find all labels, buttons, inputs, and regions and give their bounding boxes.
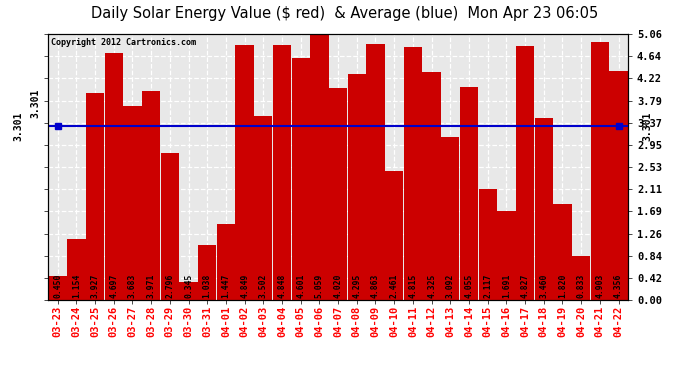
Bar xyxy=(478,189,497,300)
Text: 3.301: 3.301 xyxy=(14,112,23,141)
Bar xyxy=(366,44,384,300)
Text: 4.815: 4.815 xyxy=(408,274,417,298)
Text: 1.038: 1.038 xyxy=(203,274,212,298)
Text: 3.971: 3.971 xyxy=(147,274,156,298)
Bar xyxy=(161,153,179,300)
Text: 4.903: 4.903 xyxy=(595,274,604,298)
Bar xyxy=(572,256,591,300)
Bar xyxy=(609,71,628,300)
Text: 4.849: 4.849 xyxy=(240,274,249,298)
Text: 4.827: 4.827 xyxy=(520,274,529,298)
Text: Copyright 2012 Cartronics.com: Copyright 2012 Cartronics.com xyxy=(51,38,196,47)
Bar xyxy=(348,74,366,300)
Bar xyxy=(67,239,86,300)
Text: 4.697: 4.697 xyxy=(109,274,118,298)
Text: 3.301: 3.301 xyxy=(30,89,40,118)
Text: 3.927: 3.927 xyxy=(90,274,99,298)
Bar xyxy=(460,87,478,300)
Text: 0.345: 0.345 xyxy=(184,274,193,298)
Bar xyxy=(310,34,328,300)
Text: 4.020: 4.020 xyxy=(333,274,343,298)
Text: 4.601: 4.601 xyxy=(296,274,305,298)
Text: 1.691: 1.691 xyxy=(502,274,511,298)
Bar xyxy=(273,45,291,300)
Text: 5.059: 5.059 xyxy=(315,274,324,298)
Bar xyxy=(292,58,310,300)
Bar xyxy=(385,171,404,300)
Bar xyxy=(86,93,104,300)
Bar xyxy=(124,106,141,300)
Text: 2.461: 2.461 xyxy=(390,274,399,298)
Bar xyxy=(535,118,553,300)
Text: 4.848: 4.848 xyxy=(277,274,286,298)
Text: 4.325: 4.325 xyxy=(427,274,436,298)
Bar xyxy=(235,45,254,300)
Bar xyxy=(516,46,534,300)
Text: Daily Solar Energy Value ($ red)  & Average (blue)  Mon Apr 23 06:05: Daily Solar Energy Value ($ red) & Avera… xyxy=(91,6,599,21)
Bar xyxy=(404,46,422,300)
Text: 4.863: 4.863 xyxy=(371,274,380,298)
Bar xyxy=(422,72,441,300)
Text: 0.450: 0.450 xyxy=(53,274,62,298)
Text: 4.295: 4.295 xyxy=(353,274,362,298)
Text: 4.356: 4.356 xyxy=(614,274,623,298)
Bar xyxy=(179,282,198,300)
Text: 1.820: 1.820 xyxy=(558,274,567,298)
Text: 0.833: 0.833 xyxy=(577,274,586,298)
Text: 3.502: 3.502 xyxy=(259,274,268,298)
Bar xyxy=(217,224,235,300)
Bar xyxy=(441,137,460,300)
Text: 3.460: 3.460 xyxy=(540,274,549,298)
Text: 1.154: 1.154 xyxy=(72,274,81,298)
Text: 3.092: 3.092 xyxy=(446,274,455,298)
Text: 2.117: 2.117 xyxy=(483,274,492,298)
Bar xyxy=(497,211,515,300)
Bar xyxy=(142,91,160,300)
Bar xyxy=(254,116,273,300)
Text: 4.055: 4.055 xyxy=(464,274,473,298)
Bar xyxy=(329,88,347,300)
Bar xyxy=(48,276,67,300)
Text: 1.447: 1.447 xyxy=(221,274,230,298)
Bar xyxy=(198,245,217,300)
Text: 3.301: 3.301 xyxy=(643,112,653,141)
Bar xyxy=(591,42,609,300)
Text: 3.683: 3.683 xyxy=(128,274,137,298)
Text: 2.796: 2.796 xyxy=(166,274,175,298)
Bar xyxy=(105,53,123,300)
Bar xyxy=(553,204,571,300)
